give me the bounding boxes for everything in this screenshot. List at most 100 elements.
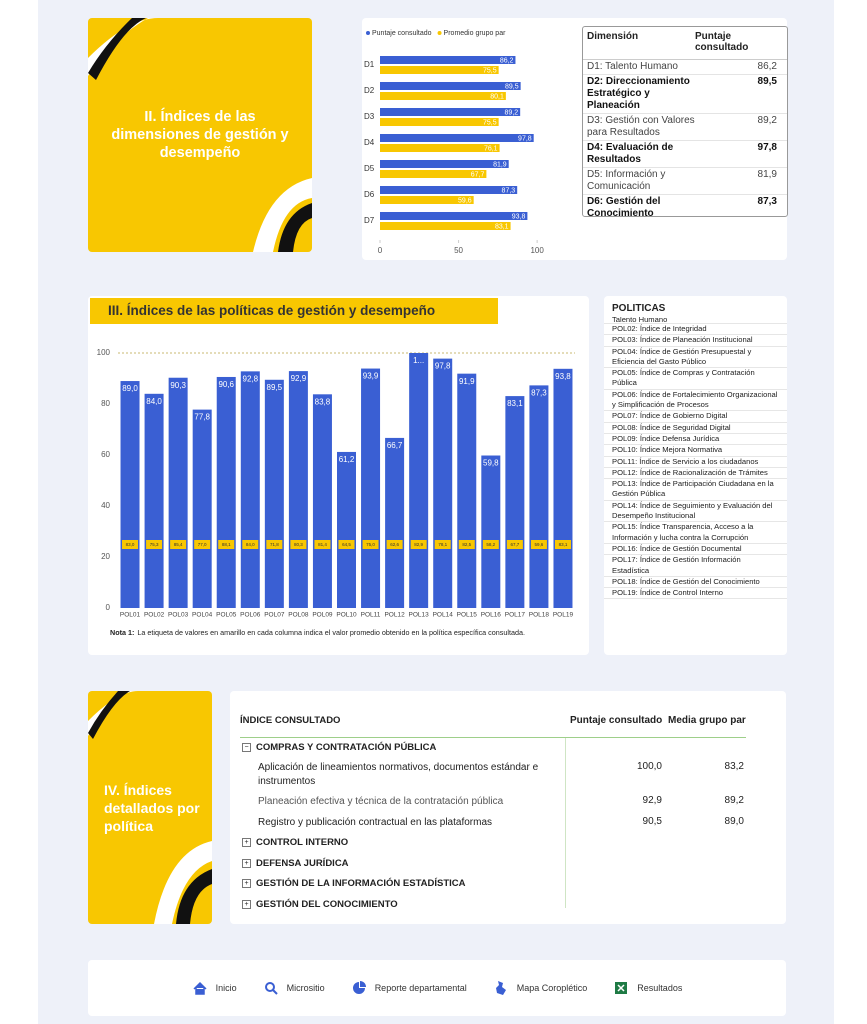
group-label[interactable]: GESTIÓN DE LA INFORMACIÓN ESTADÍSTICA	[256, 878, 466, 889]
decoration	[88, 691, 212, 924]
average-label: 84,0	[246, 542, 255, 547]
nav-label[interactable]: Mapa Coroplético	[516, 983, 588, 993]
expand-icon[interactable]: +	[242, 899, 251, 909]
x-tick-label: POL04	[192, 612, 213, 619]
nav-item[interactable]: Micrositio	[263, 980, 325, 996]
y-tick-label: D5	[364, 164, 375, 173]
chart-card: 0 20 40 60 80 100 89,0 83,0 POL01 84,0 75,3 POL02 90…	[88, 296, 589, 655]
cell: 90,5	[642, 816, 662, 827]
nav-label[interactable]: Inicio	[215, 983, 237, 993]
x-tick-label: POL17	[505, 612, 526, 619]
average-box	[266, 540, 283, 549]
cell: Aplicación de lineamientos normativos, d…	[258, 762, 539, 787]
bar	[529, 385, 549, 608]
cell: 92,9	[642, 795, 662, 806]
y-tick-label: 20	[101, 552, 110, 561]
bar	[380, 92, 506, 100]
data-label: 93,8	[555, 372, 571, 381]
expand-icon[interactable]: +	[242, 879, 251, 888]
nav-label[interactable]: Reporte departamental	[374, 983, 467, 993]
average-box	[242, 540, 259, 549]
average-label: 58,2	[486, 542, 495, 547]
nav-icon	[495, 981, 506, 995]
bar	[192, 409, 212, 608]
cell: D2: Direccionamiento Estratégico y Plane…	[587, 76, 690, 111]
average-label: 78,1	[438, 542, 447, 547]
list-item: POL09: Índice Defensa Jurídica	[604, 434, 787, 446]
list-title: POLITICAS	[612, 303, 666, 314]
nav-item[interactable]: Reporte departamental	[351, 980, 467, 996]
data-label: 87,3	[502, 187, 516, 194]
bar	[505, 396, 525, 608]
x-tick-label: POL15	[457, 612, 478, 619]
y-tick-label: D3	[364, 112, 375, 121]
table-row: D4: Evaluación de Resultados 97,8	[583, 141, 787, 168]
x-tick-label: 100	[530, 246, 544, 255]
table-row: D3: Gestión con Valores para Resultados 8…	[583, 114, 787, 141]
cell: 89,2	[724, 795, 744, 806]
data-label: 87,3	[531, 388, 547, 397]
data-label: 83,8	[315, 397, 331, 406]
group-label[interactable]: GESTIÓN DEL CONOCIMIENTO	[256, 898, 398, 910]
average-label: 82,5	[462, 542, 471, 547]
x-tick-label: POL02	[144, 612, 165, 619]
y-tick-label: 0	[106, 603, 111, 612]
y-tick-label: D1	[364, 60, 375, 69]
expand-icon[interactable]: +	[242, 858, 251, 868]
data-label: 1...	[413, 356, 424, 365]
list-item: POL03: Índice de Planeación Instituciona…	[604, 335, 787, 347]
bar	[380, 108, 521, 116]
detail-table: ÍNDICE CONSULTADO Puntaje consultado Media…	[230, 691, 786, 924]
list-item: POL11: Índice de Servicio a los ciudadan…	[604, 457, 787, 468]
x-tick-label: POL18	[529, 612, 550, 619]
data-label: 80,1	[490, 93, 504, 100]
nav-label[interactable]: Resultados	[637, 983, 683, 993]
list-item: POL13: Índice de Participación Ciudadana…	[604, 479, 787, 501]
average-label: 59,6	[535, 542, 544, 547]
bar	[144, 393, 164, 608]
bar	[380, 134, 534, 142]
nav-bar: Inicio Micrositio Reporte departamental Map…	[88, 960, 786, 1016]
data-label: 66,7	[387, 441, 403, 450]
average-box	[410, 540, 427, 549]
list-item: POL06: Índice de Fortalecimiento Organiz…	[604, 390, 787, 412]
x-tick-label: POL06	[240, 612, 261, 619]
average-label: 77,0	[198, 542, 207, 547]
nav-icon	[352, 981, 366, 994]
bar	[380, 144, 500, 152]
x-tick-label: POL19	[553, 612, 574, 619]
cell: 89,2	[757, 115, 777, 126]
nav-label[interactable]: Micrositio	[286, 983, 325, 993]
y-tick-label: D4	[364, 138, 375, 147]
list-item: POL07: Índice de Gobierno Digital	[604, 411, 787, 423]
bar	[380, 196, 474, 204]
table-row: D1: Talento Humano 86,2	[583, 60, 787, 75]
x-tick-label: POL05	[216, 612, 237, 619]
table-header: Dimensión Puntaje consultado	[583, 27, 787, 60]
nav-icon	[193, 981, 207, 995]
average-box	[314, 540, 331, 549]
cell: D1: Talento Humano	[587, 61, 678, 72]
average-box	[362, 540, 379, 549]
average-box	[170, 540, 187, 549]
group-label[interactable]: DEFENSA JURÍDICA	[256, 857, 349, 869]
data-label: 77,8	[194, 413, 210, 422]
expand-icon[interactable]: +	[242, 838, 251, 847]
nav-item[interactable]: Inicio	[192, 980, 237, 996]
collapse-icon[interactable]: −	[242, 743, 251, 752]
nav-item[interactable]: Mapa Coroplético	[493, 980, 588, 996]
group-label[interactable]: CONTROL INTERNO	[256, 837, 349, 848]
cell: 86,2	[757, 61, 777, 72]
average-box	[458, 540, 475, 549]
bar	[380, 118, 499, 126]
data-label: 97,8	[518, 135, 532, 142]
y-tick-label: D6	[364, 190, 375, 199]
y-tick-label: 100	[97, 348, 111, 357]
data-label: 93,8	[512, 213, 526, 220]
list-item: POL14: Índice de Seguimiento y Evaluació…	[604, 501, 787, 523]
list-item: POL15: Índice Transparencia, Acceso a la…	[604, 522, 787, 544]
legend-label: Promedio grupo par	[444, 30, 507, 37]
average-box	[482, 540, 499, 549]
nav-item[interactable]: Resultados	[613, 980, 682, 996]
x-tick-label: POL01	[120, 612, 141, 619]
